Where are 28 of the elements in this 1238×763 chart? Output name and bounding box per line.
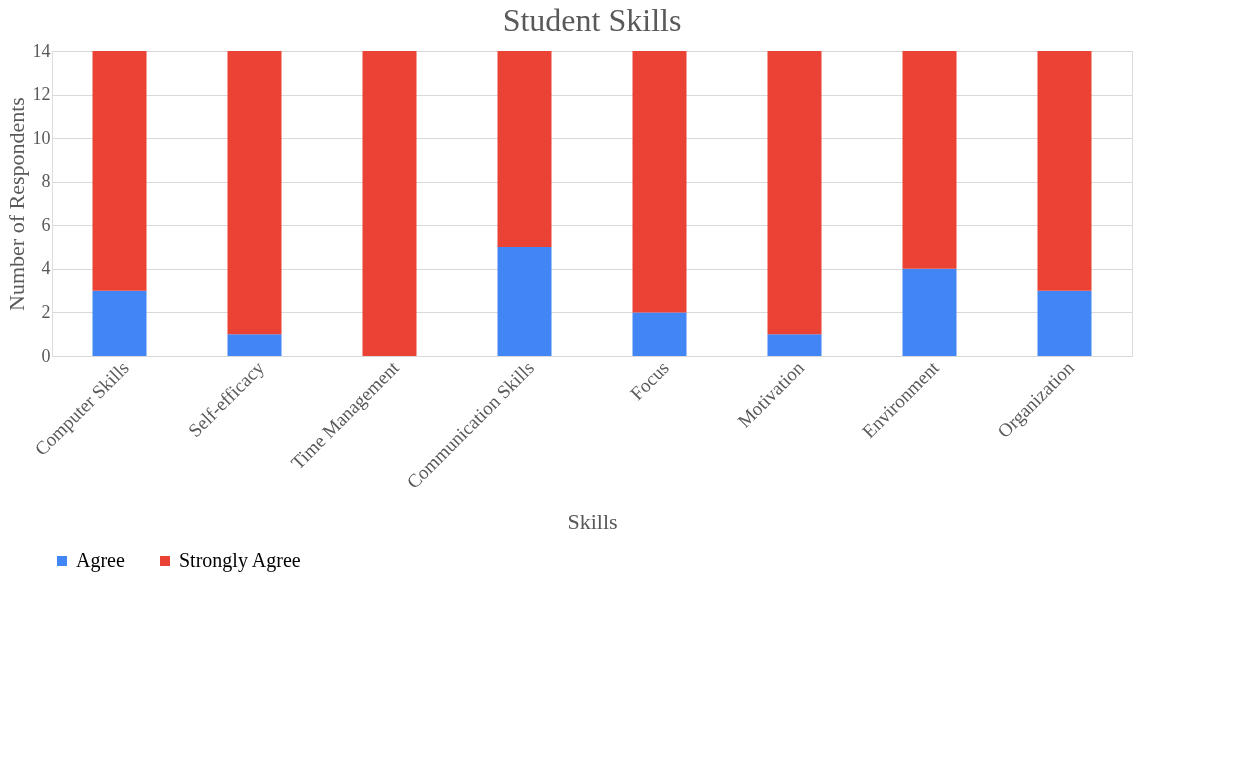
bar (767, 51, 822, 335)
legend-label: Strongly Agree (179, 549, 301, 572)
legend-label: Agree (76, 549, 125, 572)
x-axis-title: Skills (567, 509, 618, 535)
y-tick-label: 4 (41, 258, 51, 279)
bar (497, 247, 552, 356)
y-tick-label: 2 (41, 301, 51, 322)
y-tick-label: 0 (41, 345, 51, 366)
bar (632, 51, 687, 313)
bar (362, 51, 417, 356)
y-axis-title: Number of Respondents (3, 97, 29, 311)
y-tick-label: 6 (41, 214, 51, 235)
bar (902, 51, 957, 269)
bar (92, 51, 147, 291)
y-tick-label: 12 (32, 84, 51, 105)
y-tick-label: 14 (32, 40, 51, 61)
bar (227, 51, 282, 335)
bar (1037, 51, 1092, 291)
y-tick-label: 8 (41, 171, 51, 192)
chart-title: Student Skills (502, 2, 682, 38)
bar (92, 290, 147, 356)
bar (632, 312, 687, 356)
bar (1037, 290, 1092, 356)
bar (227, 334, 282, 356)
bar (497, 51, 552, 248)
bar (902, 268, 957, 356)
bar (767, 334, 822, 356)
y-tick-label: 10 (32, 127, 51, 148)
